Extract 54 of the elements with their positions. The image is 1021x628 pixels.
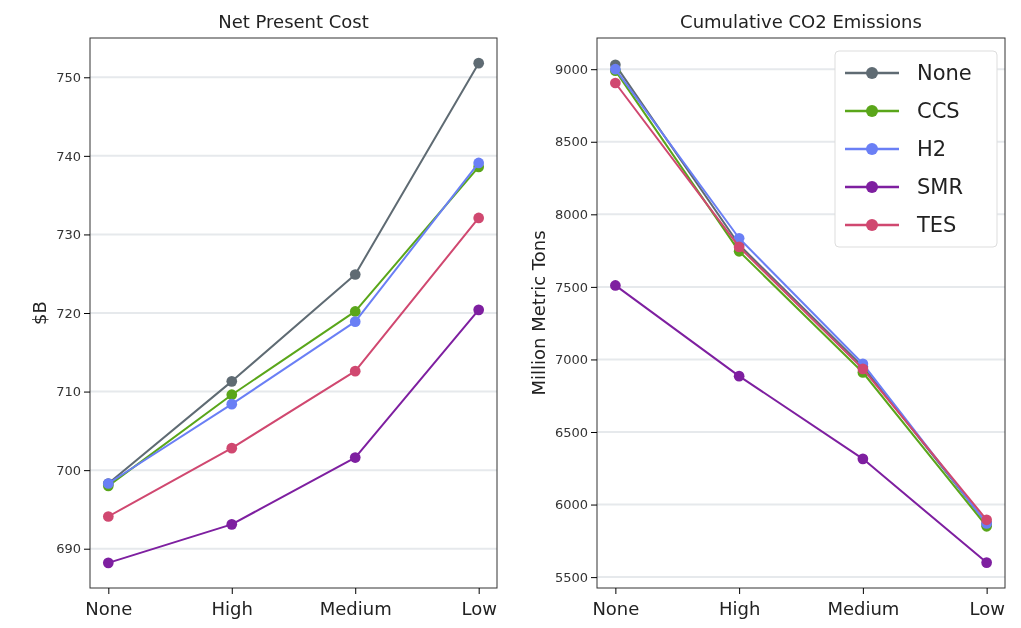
x-tick-label: Medium [827, 598, 900, 619]
y-tick-label: 740 [56, 148, 81, 164]
point [610, 280, 621, 291]
x-tick-label: High [211, 598, 253, 619]
chart-title: Cumulative CO2 Emissions [680, 11, 922, 32]
y-axis-title: Million Metric Tons [527, 230, 549, 396]
point [102, 511, 114, 522]
point [610, 77, 621, 89]
y-tick-label: 700 [56, 462, 81, 478]
y-tick-label: 730 [56, 227, 81, 243]
point [473, 212, 485, 224]
point [981, 557, 992, 568]
point [981, 514, 992, 526]
point [473, 157, 485, 169]
x-tick-label: Medium [319, 598, 392, 619]
legend-label: None [917, 61, 972, 86]
x-tick-label: Low [461, 598, 497, 619]
legend-label: H2 [917, 137, 947, 162]
y-tick-label: 9000 [554, 61, 588, 77]
y-tick-label: 720 [56, 305, 81, 321]
legend-label: TES [916, 213, 957, 238]
point [349, 269, 361, 280]
y-tick-label: 5500 [554, 569, 588, 585]
point [857, 453, 869, 465]
y-tick-label: 750 [56, 69, 81, 85]
point [349, 452, 361, 463]
point [226, 442, 238, 454]
point [226, 389, 238, 401]
point [733, 370, 745, 382]
legend-label: SMR [917, 175, 964, 200]
y-tick-label: 8500 [554, 134, 588, 150]
point [102, 557, 114, 569]
point [349, 316, 361, 327]
x-tick-label: Low [969, 598, 1005, 619]
point [473, 304, 485, 316]
y-axis-title: $B [29, 301, 51, 325]
legend-label: CCS [917, 99, 960, 124]
point [349, 306, 361, 317]
point [226, 398, 238, 410]
point [226, 519, 238, 530]
point [349, 365, 361, 377]
x-tick-label: None [85, 598, 133, 619]
y-tick-label: 710 [56, 384, 81, 400]
y-tick-label: 7000 [554, 352, 588, 368]
chart-title: Net Present Cost [218, 11, 369, 32]
y-tick-label: 7500 [554, 279, 588, 295]
y-tick-label: 6500 [554, 424, 588, 440]
y-tick-label: 690 [56, 541, 81, 557]
y-tick-label: 8000 [554, 206, 588, 222]
x-tick-label: High [718, 598, 761, 619]
y-tick-label: 6000 [554, 497, 588, 513]
point [473, 57, 485, 69]
x-tick-label: None [592, 598, 640, 619]
point [226, 376, 238, 387]
